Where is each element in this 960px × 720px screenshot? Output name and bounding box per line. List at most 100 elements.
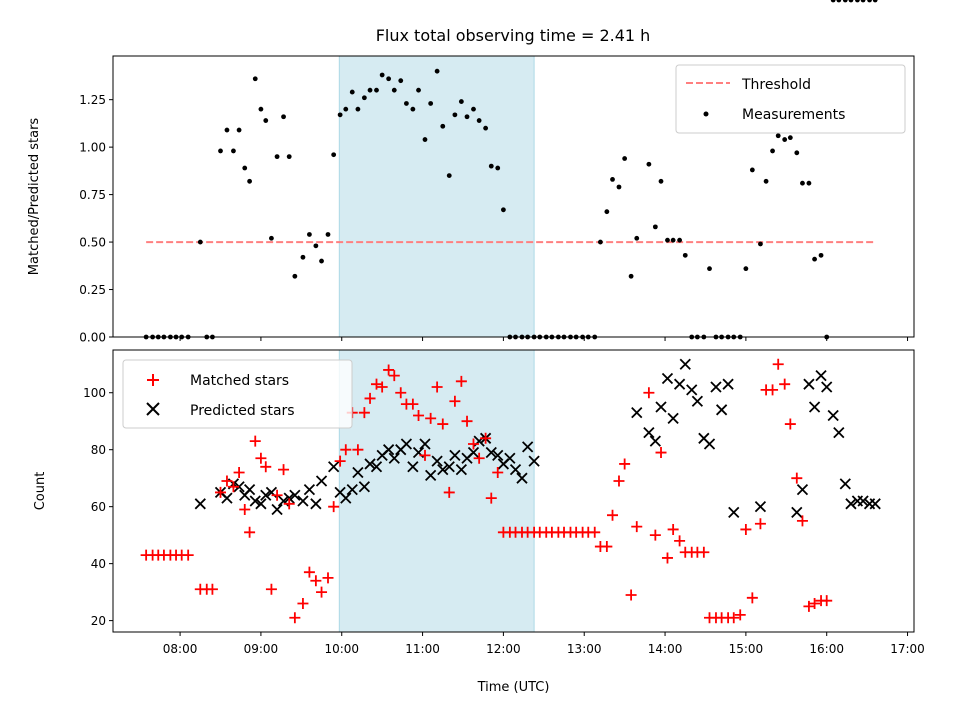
measurement-point (682, 252, 688, 258)
bottom-panel: 08:00 09:00 10:00 11:00 12:00 13:00 14:00 15:00… (33, 350, 925, 695)
measurement-point (775, 133, 781, 139)
predicted-marker (328, 461, 340, 473)
predicted-marker (364, 458, 376, 470)
predicted-marker (528, 455, 540, 467)
predicted-marker (715, 404, 728, 416)
measurement-point (743, 266, 749, 272)
measurement-point (867, 0, 872, 3)
measurement-point (391, 87, 397, 93)
matched-marker (821, 595, 833, 607)
matched-marker (376, 381, 388, 393)
legend-threshold-label: Threshold (741, 77, 811, 93)
matched-marker (455, 375, 467, 387)
matched-marker (407, 398, 419, 410)
matched-marker (215, 486, 227, 498)
matched-marker (461, 415, 473, 427)
measurement-point (218, 148, 223, 154)
measurement-point (446, 173, 452, 179)
measurement-point (337, 112, 343, 118)
legend-measurements-swatch (703, 111, 709, 117)
predicted-marker (358, 481, 371, 493)
predicted-marker (845, 498, 857, 510)
predicted-marker (722, 378, 734, 390)
x-tick-label: 13:00 (567, 642, 602, 656)
predicted-marker (455, 463, 468, 476)
matched-marker (728, 612, 740, 624)
measurement-point (319, 258, 324, 264)
matched-marker (740, 523, 752, 535)
predicted-marker (443, 461, 455, 473)
measurement-point (812, 256, 817, 262)
matched-marker (754, 518, 766, 530)
legend-top: Threshold Measurements (675, 64, 906, 134)
predicted-marker (289, 489, 301, 501)
measurement-point (794, 150, 800, 156)
measurement-point (361, 95, 367, 101)
matched-marker (449, 395, 461, 407)
measurement-point (224, 127, 230, 133)
measurement-point (758, 241, 763, 247)
measurement-point (247, 178, 252, 184)
measurement-point (860, 0, 866, 3)
measurement-point (416, 87, 421, 93)
measurement-point (628, 273, 634, 279)
predicted-marker (271, 503, 283, 516)
measurement-point (422, 137, 428, 142)
predicted-marker (388, 452, 400, 464)
predicted-marker (382, 444, 395, 456)
measurement-point (236, 127, 242, 133)
matched-marker (303, 566, 315, 578)
matched-marker (485, 492, 497, 504)
matched-marker (473, 452, 485, 464)
matched-marker (249, 435, 261, 447)
matched-marker (364, 392, 376, 404)
measurement-point (763, 178, 769, 184)
predicted-marker (833, 426, 845, 439)
bottom-y-tick-label: 80 (91, 443, 106, 457)
predicted-marker (310, 498, 322, 510)
matched-marker (419, 449, 431, 461)
top-y-tick-label: 0.75 (79, 188, 106, 202)
measurement-point (806, 180, 812, 186)
legend-matched-swatch (147, 374, 159, 386)
predicted-marker (649, 435, 661, 447)
matched-marker (467, 438, 479, 450)
predicted-marker (425, 469, 437, 481)
x-tick-label: 12:00 (486, 642, 521, 656)
predicted-marker (243, 483, 256, 496)
measurement-point (197, 239, 203, 245)
measurement-point (483, 125, 489, 131)
matched-marker (803, 600, 815, 612)
matched-marker (619, 458, 631, 470)
measurement-point (597, 239, 603, 245)
predicted-marker (297, 495, 309, 507)
measurement-point (488, 163, 494, 169)
measurement-point (379, 72, 385, 78)
matched-marker (655, 447, 667, 459)
predicted-marker (492, 449, 504, 462)
predicted-marker (400, 438, 413, 450)
measurement-point (818, 252, 824, 258)
measurement-point (398, 78, 404, 84)
matched-marker (734, 609, 746, 621)
matched-marker (443, 486, 455, 498)
matched-marker (182, 549, 194, 561)
predicted-marker (419, 438, 431, 450)
matched-marker (310, 575, 322, 587)
matched-marker (613, 475, 625, 487)
predicted-marker (249, 495, 261, 507)
measurement-point (476, 118, 482, 123)
matched-marker (352, 444, 364, 456)
matched-marker (772, 358, 784, 370)
predicted-marker (869, 498, 881, 510)
predicted-marker (655, 401, 667, 413)
matched-marker (631, 521, 643, 533)
matched-marker (480, 432, 492, 444)
matched-marker (322, 572, 334, 584)
measurement-point (800, 180, 805, 186)
matched-marker (239, 504, 251, 516)
matched-marker (779, 378, 791, 390)
top-panel: 0.00 0.25 0.50 0.75 1.00 1.25 Matched/Predicte… (27, 0, 915, 345)
matched-marker (437, 418, 449, 430)
